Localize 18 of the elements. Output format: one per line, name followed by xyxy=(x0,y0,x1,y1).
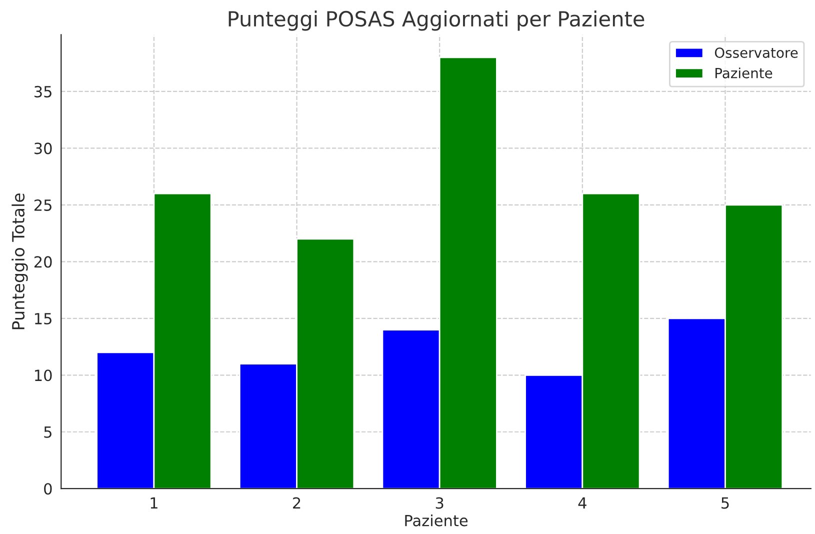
legend-label: Osservatore xyxy=(714,47,798,58)
x-tick-label: 4 xyxy=(578,497,586,509)
y-tick-label: 10 xyxy=(35,370,52,382)
chart-title: Punteggi POSAS Aggiornati per Paziente xyxy=(228,10,644,31)
legend-label: Paziente xyxy=(716,68,772,78)
y-tick-label: 25 xyxy=(34,199,52,211)
x-tick-label: 3 xyxy=(436,497,444,509)
y-tick-label: 0 xyxy=(44,483,52,495)
y-tick-label: 5 xyxy=(44,426,52,438)
x-tick-label: 1 xyxy=(150,497,158,509)
y-tick-label: 30 xyxy=(34,142,52,154)
x-tick-label: 2 xyxy=(293,497,300,509)
y-tick-label: 35 xyxy=(34,86,52,98)
y-tick-label: 20 xyxy=(34,256,52,268)
x-tick-label: 5 xyxy=(722,497,729,509)
x-axis-title: Paziente xyxy=(405,514,468,526)
y-tick-label: 15 xyxy=(35,313,52,324)
y-axis-title: Punteggio Totale xyxy=(12,193,28,330)
